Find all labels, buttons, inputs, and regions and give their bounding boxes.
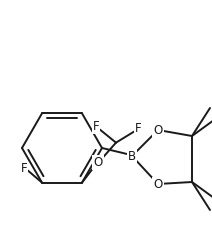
Text: F: F: [21, 162, 27, 175]
Text: O: O: [153, 178, 163, 191]
Text: O: O: [153, 124, 163, 137]
Text: B: B: [128, 150, 136, 162]
Text: O: O: [93, 156, 103, 169]
Text: F: F: [135, 122, 141, 135]
Text: F: F: [93, 120, 99, 133]
